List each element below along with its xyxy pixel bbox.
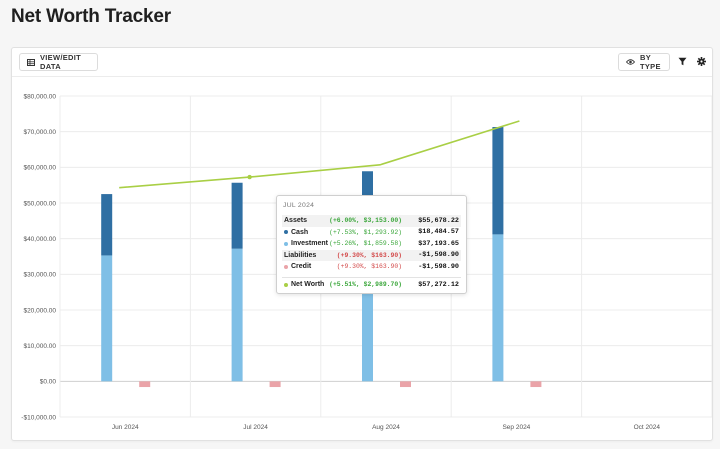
tooltip-row-label: Assets xyxy=(284,217,329,224)
filter-icon[interactable] xyxy=(675,54,689,68)
view-edit-data-label: VIEW/EDIT DATA xyxy=(40,53,82,71)
x-tick-label: Aug 2024 xyxy=(372,424,400,431)
investment-bar[interactable] xyxy=(101,255,113,382)
by-type-label: BY TYPE xyxy=(640,53,661,71)
credit-bar[interactable] xyxy=(400,381,411,388)
tooltip-row-change: (+5.26%, $1,859.58) xyxy=(329,240,402,248)
credit-bar[interactable] xyxy=(139,381,151,388)
gear-icon[interactable] xyxy=(694,54,708,68)
net-worth-line xyxy=(119,120,520,189)
chart-card: VIEW/EDIT DATA BY TYPE xyxy=(11,47,713,441)
x-tick-label: Jun 2024 xyxy=(112,424,139,431)
tooltip-row-label: Investment xyxy=(284,240,329,247)
investment-bar[interactable] xyxy=(362,242,373,382)
x-tick-label: Oct 2024 xyxy=(634,424,661,431)
y-tick-label: $40,000.00 xyxy=(23,236,56,243)
legend-dot-icon xyxy=(284,241,288,246)
tooltip-row: Investment (+5.26%, $1,859.58) $37,193.65 xyxy=(282,238,461,250)
investment-bar[interactable] xyxy=(231,248,243,382)
y-tick-label: $20,000.00 xyxy=(23,307,56,314)
y-tick-label: $30,000.00 xyxy=(23,272,56,279)
tooltip-row-value: $37,193.65 xyxy=(418,239,459,248)
legend-dot-icon xyxy=(284,230,288,235)
tooltip-row-name: Liabilities xyxy=(284,251,317,259)
tooltip-row-label: Liabilities xyxy=(284,252,337,259)
tooltip-row-change: (+6.00%, $3,153.00) xyxy=(329,217,402,225)
tooltip-row-value: $18,484.57 xyxy=(418,228,459,237)
tooltip-row-label: Credit xyxy=(284,263,337,270)
y-tick-label: $50,000.00 xyxy=(23,200,56,207)
tooltip-row-change: (+7.53%, $1,293.92) xyxy=(329,228,402,236)
tooltip-row-change: (+5.51%, $2,989.70) xyxy=(329,281,402,288)
credit-bar[interactable] xyxy=(269,381,281,388)
tooltip-row-name: Assets xyxy=(284,217,307,225)
tooltip-row-label: Cash xyxy=(284,229,329,236)
tooltip-row-name: Investment xyxy=(291,240,328,248)
tooltip-row-label: Net Worth xyxy=(284,281,329,288)
tooltip-row-change: (+9.30%, $163.90) xyxy=(336,251,402,259)
tooltip-row: Assets (+6.00%, $3,153.00) $55,678.22 xyxy=(282,215,461,227)
eye-icon xyxy=(626,59,635,65)
tooltip-row-value: -$1,598.90 xyxy=(418,251,459,260)
page-title: Net Worth Tracker xyxy=(11,6,171,27)
x-tick-label: Sep 2024 xyxy=(502,424,530,431)
chart-tooltip: JUL 2024 Assets (+6.00%, $3,153.00) $55,67… xyxy=(276,195,467,294)
tooltip-row-value: $57,272.12 xyxy=(418,280,459,289)
tooltip-row: Net Worth (+5.51%, $2,989.70) $57,272.12 xyxy=(282,276,461,292)
table-icon xyxy=(27,58,35,66)
net-worth-point[interactable] xyxy=(247,174,252,180)
tooltip-row: Cash (+7.53%, $1,293.92) $18,484.57 xyxy=(282,227,461,239)
cash-bar[interactable] xyxy=(492,127,504,235)
chart-toolbar: VIEW/EDIT DATA BY TYPE xyxy=(12,48,712,77)
tooltip-row-name: Credit xyxy=(291,263,312,271)
tooltip-row: Liabilities (+9.30%, $163.90) -$1,598.90 xyxy=(282,249,461,261)
tooltip-date: JUL 2024 xyxy=(283,202,315,209)
tooltip-row-value: -$1,598.90 xyxy=(418,262,459,271)
credit-bar[interactable] xyxy=(530,381,542,388)
y-tick-label: $70,000.00 xyxy=(23,129,56,136)
by-type-button[interactable]: BY TYPE xyxy=(618,53,670,71)
y-tick-label: $10,000.00 xyxy=(23,343,56,350)
y-tick-label: $60,000.00 xyxy=(23,165,56,172)
tooltip-row: Credit (+9.30%, $163.90) -$1,598.90 xyxy=(282,261,461,273)
x-tick-label: Jul 2024 xyxy=(243,424,268,431)
y-tick-label: $80,000.00 xyxy=(23,93,56,100)
investment-bar[interactable] xyxy=(492,234,504,382)
legend-dot-icon xyxy=(284,282,288,287)
y-tick-label: $0.00 xyxy=(40,379,57,386)
tooltip-row-change: (+9.30%, $163.90) xyxy=(336,263,402,271)
tooltip-row-value: $55,678.22 xyxy=(418,216,459,225)
legend-dot-icon xyxy=(284,264,288,269)
y-tick-label: -$10,000.00 xyxy=(21,414,56,421)
tooltip-row-name: Net Worth xyxy=(291,281,325,288)
view-edit-data-button[interactable]: VIEW/EDIT DATA xyxy=(19,53,98,71)
cash-bar[interactable] xyxy=(231,182,243,249)
cash-bar[interactable] xyxy=(101,194,113,256)
tooltip-row-name: Cash xyxy=(291,228,309,236)
